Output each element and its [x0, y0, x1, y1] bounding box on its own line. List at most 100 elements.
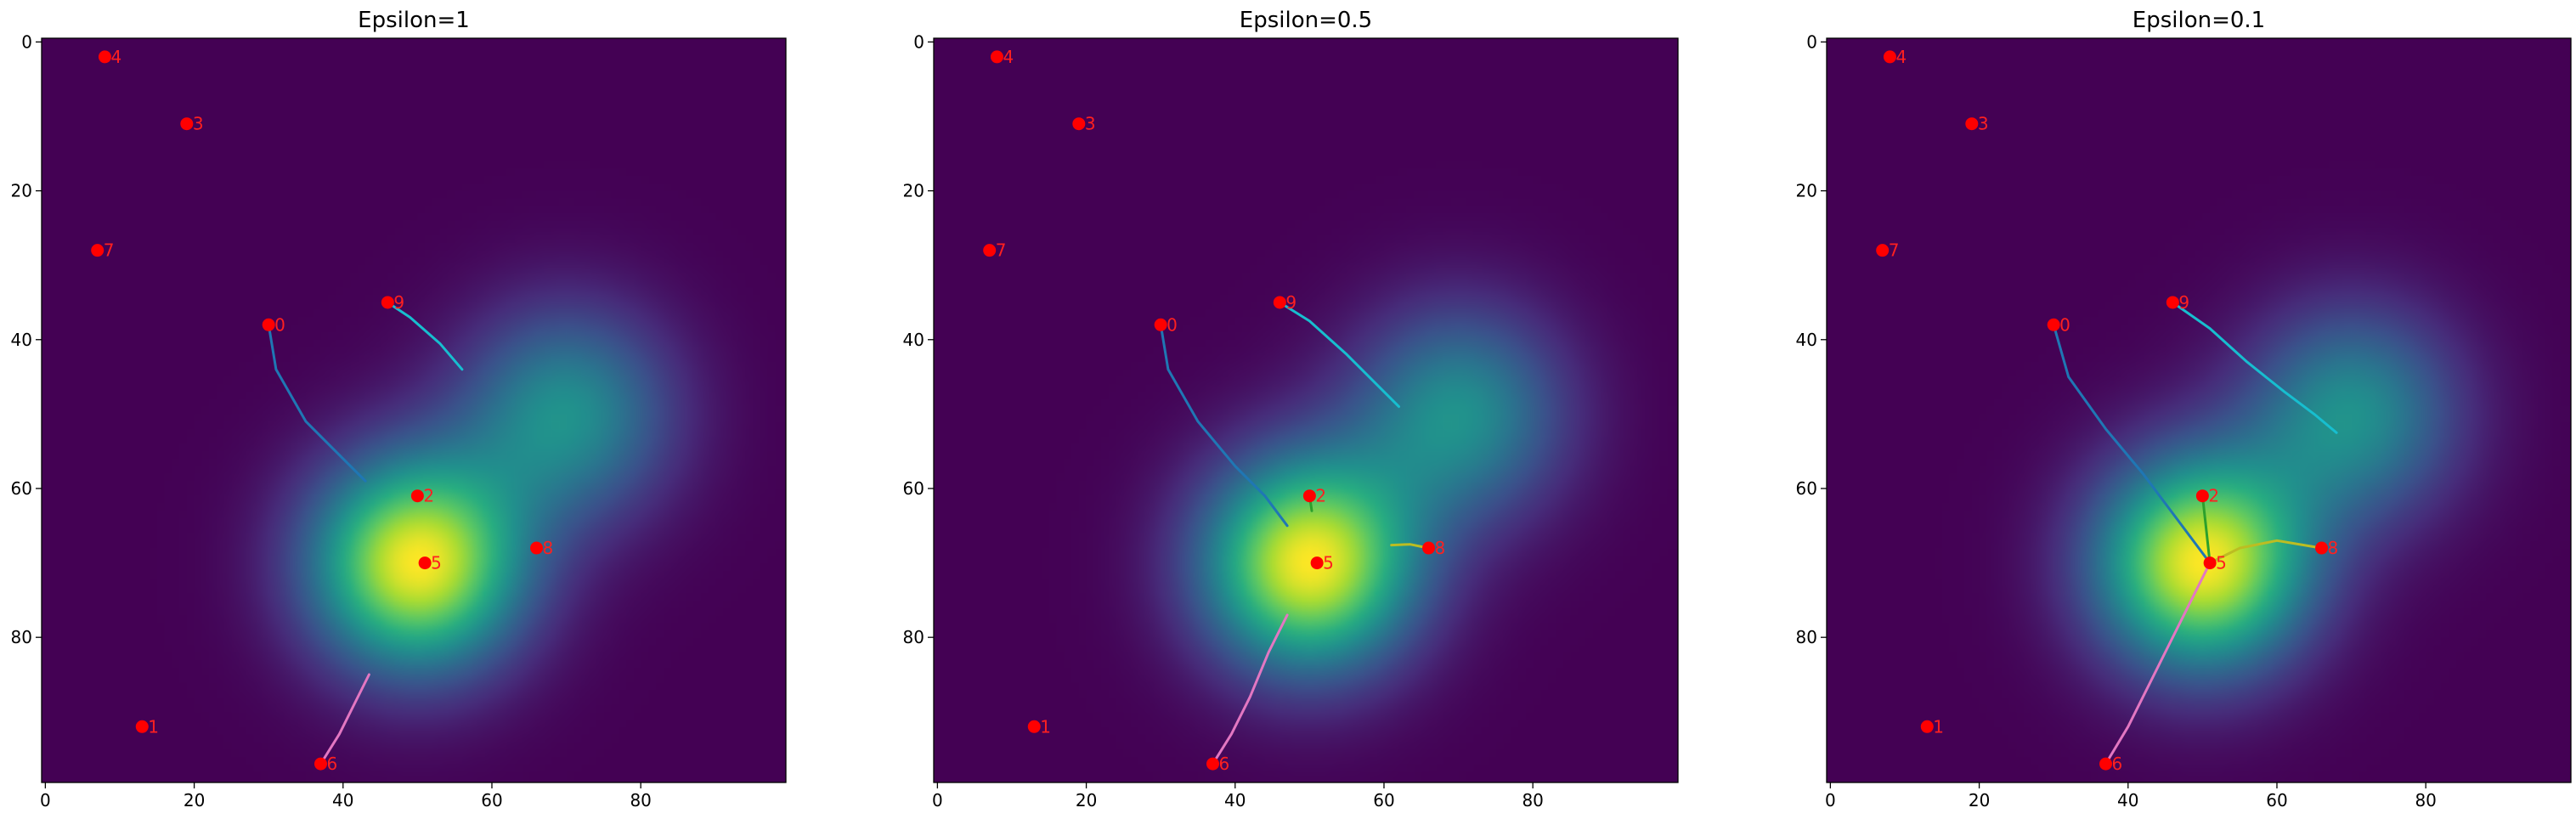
trajectory-from-6 [2104, 562, 2212, 765]
y-tick-label: 0 [21, 31, 32, 52]
point-label-8: 8 [2328, 538, 2339, 558]
trajectory-from-6 [319, 673, 370, 765]
x-tick-label: 20 [184, 790, 205, 811]
x-tick-label: 60 [481, 790, 502, 811]
trajectory-from-6 [1212, 613, 1289, 765]
trajectory-from-0 [2052, 323, 2212, 565]
point-label-7: 7 [1889, 240, 1900, 261]
y-tick-label: 0 [1806, 31, 1817, 52]
heatmap-image [42, 38, 786, 782]
point-label-9: 9 [2178, 292, 2189, 313]
point-8 [2315, 541, 2329, 555]
point-6 [314, 757, 327, 771]
y-tick-label: 60 [1796, 478, 1817, 499]
point-3 [1965, 117, 1979, 131]
point-9 [2166, 296, 2179, 309]
y-tick-label: 20 [11, 181, 32, 201]
point-label-0: 0 [274, 314, 285, 335]
point-label-8: 8 [1435, 538, 1446, 558]
point-label-3: 3 [1978, 114, 1989, 134]
trajectory-from-9 [2171, 301, 2338, 434]
point-6 [1206, 757, 1219, 771]
point-5 [2203, 556, 2217, 570]
point-label-2: 2 [1315, 486, 1326, 506]
subplot-1: Epsilon=0.5 0 20 40 60 80 0 20 40 60 80 0 1 2 3 4 5 6 7 8 9 [903, 8, 1679, 811]
point-8 [530, 541, 544, 555]
point-label-2: 2 [423, 486, 434, 506]
trajectory-from-0 [267, 323, 367, 483]
y-tick-label: 60 [903, 478, 924, 499]
point-label-1: 1 [1933, 716, 1944, 737]
trajectory-from-8 [2208, 539, 2323, 565]
chart-title: Epsilon=0.1 [2133, 8, 2265, 33]
point-3 [180, 117, 194, 131]
point-label-4: 4 [110, 47, 121, 67]
point-label-6: 6 [2112, 754, 2123, 774]
x-tick-label: 60 [1373, 790, 1394, 811]
point-7 [983, 244, 997, 257]
chart-title: Epsilon=1 [358, 8, 470, 33]
y-tick-label: 80 [903, 627, 924, 647]
x-tick-label: 40 [2117, 790, 2138, 811]
heatmap-image [934, 38, 1678, 782]
x-tick-label: 0 [1825, 790, 1836, 811]
point-7 [91, 244, 105, 257]
point-label-8: 8 [543, 538, 554, 558]
x-tick-label: 80 [2415, 790, 2436, 811]
subplot-0: Epsilon=1 0 20 40 60 80 0 20 40 60 80 0 1 2 3 4 5 6 7 8 9 [11, 8, 787, 811]
point-label-3: 3 [1085, 114, 1096, 134]
x-tick-label: 20 [1076, 790, 1097, 811]
point-5 [1310, 556, 1324, 570]
point-4 [1883, 50, 1896, 64]
x-tick-label: 40 [332, 790, 353, 811]
point-label-5: 5 [1323, 553, 1334, 573]
point-9 [1273, 296, 1286, 309]
point-4 [990, 50, 1003, 64]
point-label-6: 6 [1219, 754, 1230, 774]
point-4 [98, 50, 111, 64]
point-label-9: 9 [1285, 292, 1296, 313]
y-tick-label: 80 [1796, 627, 1817, 647]
point-label-4: 4 [1895, 47, 1907, 67]
point-label-2: 2 [2208, 486, 2219, 506]
y-tick-label: 0 [913, 31, 924, 52]
y-tick-label: 20 [903, 181, 924, 201]
trajectory-from-9 [1278, 301, 1400, 409]
point-2 [1302, 489, 1316, 503]
point-label-6: 6 [327, 754, 338, 774]
point-label-7: 7 [996, 240, 1007, 261]
point-label-7: 7 [104, 240, 115, 261]
point-label-1: 1 [1040, 716, 1051, 737]
trajectory-from-9 [386, 301, 464, 371]
trajectory-from-0 [1159, 323, 1289, 528]
point-1 [1027, 720, 1041, 733]
subplot-2: Epsilon=0.1 0 20 40 60 80 0 20 40 60 80 0 1 2 3 4 5 6 7 8 9 [1796, 8, 2572, 811]
point-0 [2047, 318, 2060, 331]
x-tick-label: 20 [1969, 790, 1990, 811]
point-5 [418, 556, 432, 570]
point-0 [1154, 318, 1167, 331]
x-tick-label: 80 [1522, 790, 1543, 811]
point-1 [1920, 720, 1934, 733]
axes-frame [933, 37, 1679, 783]
x-tick-label: 60 [2266, 790, 2287, 811]
point-8 [1422, 541, 1436, 555]
point-6 [2099, 757, 2112, 771]
axes-frame [41, 37, 787, 783]
point-label-3: 3 [193, 114, 204, 134]
y-tick-label: 60 [11, 478, 32, 499]
point-7 [1876, 244, 1890, 257]
point-label-0: 0 [2059, 314, 2070, 335]
y-tick-label: 40 [1796, 330, 1817, 350]
heatmap-image [1827, 38, 2571, 782]
point-label-5: 5 [2216, 553, 2227, 573]
y-tick-label: 80 [11, 627, 32, 647]
point-label-9: 9 [393, 292, 404, 313]
point-2 [410, 489, 424, 503]
trajectory-from-2 [2200, 494, 2212, 565]
y-tick-label: 40 [903, 330, 924, 350]
point-2 [2195, 489, 2209, 503]
x-tick-label: 40 [1224, 790, 1246, 811]
point-1 [135, 720, 149, 733]
